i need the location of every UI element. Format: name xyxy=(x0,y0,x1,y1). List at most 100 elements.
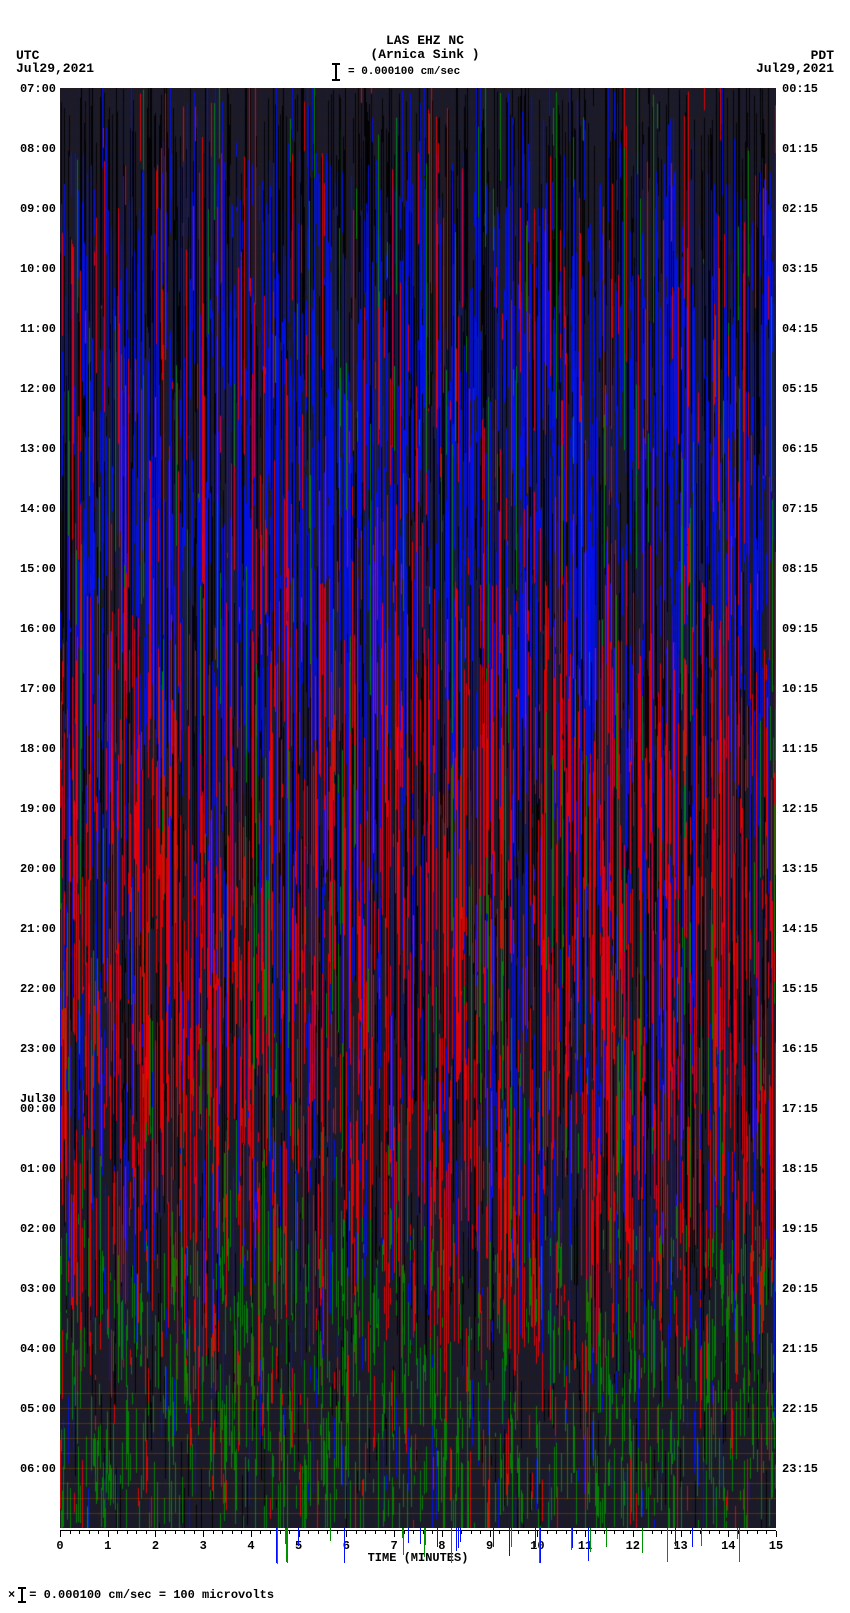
x-minor-tick xyxy=(289,1531,290,1534)
x-minor-tick xyxy=(146,1531,147,1534)
x-tick-label: 12 xyxy=(626,1539,640,1553)
x-minor-tick xyxy=(690,1531,691,1534)
x-minor-tick xyxy=(757,1531,758,1534)
x-tick xyxy=(251,1531,252,1537)
utc-time-label: 02:00 xyxy=(20,1222,56,1236)
x-tick-label: 7 xyxy=(391,1539,398,1553)
x-tick-label: 10 xyxy=(530,1539,544,1553)
chart-header: UTC Jul29,2021 LAS EHZ NC (Arnica Sink )… xyxy=(0,0,850,80)
pdt-time-label: 12:15 xyxy=(782,802,818,816)
x-tick xyxy=(108,1531,109,1537)
utc-time-label: 00:00 xyxy=(20,1102,56,1116)
x-tick-label: 14 xyxy=(721,1539,735,1553)
overflow-spike xyxy=(642,1528,643,1553)
footer-scale-text: = 0.000100 cm/sec = 100 microvolts xyxy=(29,1588,274,1602)
utc-time-label: 16:00 xyxy=(20,622,56,636)
x-minor-tick xyxy=(222,1531,223,1534)
x-minor-tick xyxy=(79,1531,80,1534)
x-minor-tick xyxy=(260,1531,261,1534)
station-code: LAS EHZ NC xyxy=(386,33,464,48)
pdt-time-label: 20:15 xyxy=(782,1282,818,1296)
overflow-spike xyxy=(739,1528,740,1562)
pdt-time-label: 19:15 xyxy=(782,1222,818,1236)
pdt-time-label: 07:15 xyxy=(782,502,818,516)
pdt-time-label: 22:15 xyxy=(782,1402,818,1416)
utc-time-label: 14:00 xyxy=(20,502,56,516)
x-minor-tick xyxy=(337,1531,338,1534)
overflow-spike xyxy=(571,1528,572,1550)
overflow-spike xyxy=(298,1528,299,1546)
footer-prefix: × xyxy=(8,1588,15,1602)
x-minor-tick xyxy=(127,1531,128,1534)
pdt-time-label: 11:15 xyxy=(782,742,818,756)
x-minor-tick xyxy=(375,1531,376,1534)
x-tick xyxy=(728,1531,729,1537)
overflow-spike xyxy=(667,1528,668,1562)
pdt-time-label: 06:15 xyxy=(782,442,818,456)
x-minor-tick xyxy=(499,1531,500,1534)
x-minor-tick xyxy=(241,1531,242,1534)
x-tick-label: 3 xyxy=(200,1539,207,1553)
x-minor-tick xyxy=(175,1531,176,1534)
x-tick-label: 1 xyxy=(104,1539,111,1553)
overflow-spike xyxy=(451,1528,452,1563)
footer-scale: × = 0.000100 cm/sec = 100 microvolts xyxy=(8,1587,274,1603)
pdt-time-label: 02:15 xyxy=(782,202,818,216)
pdt-time-label: 14:15 xyxy=(782,922,818,936)
x-tick xyxy=(442,1531,443,1537)
utc-time-label: 21:00 xyxy=(20,922,56,936)
overflow-spike xyxy=(675,1528,676,1546)
x-tick-label: 2 xyxy=(152,1539,159,1553)
utc-time-label: 07:00 xyxy=(20,82,56,96)
overflow-spike xyxy=(590,1528,591,1552)
utc-time-label: 08:00 xyxy=(20,142,56,156)
footer-scale-bar-icon xyxy=(21,1587,23,1603)
x-tick xyxy=(490,1531,491,1537)
x-tick xyxy=(60,1531,61,1537)
pdt-time-label: 21:15 xyxy=(782,1342,818,1356)
x-minor-tick xyxy=(413,1531,414,1534)
x-tick xyxy=(203,1531,204,1537)
x-tick-label: 4 xyxy=(247,1539,254,1553)
pdt-time-label: 03:15 xyxy=(782,262,818,276)
utc-time-label: 18:00 xyxy=(20,742,56,756)
x-minor-tick xyxy=(766,1531,767,1534)
x-tick xyxy=(394,1531,395,1537)
utc-time-label: 03:00 xyxy=(20,1282,56,1296)
x-minor-tick xyxy=(528,1531,529,1534)
utc-time-label: 01:00 xyxy=(20,1162,56,1176)
x-minor-tick xyxy=(556,1531,557,1534)
x-minor-tick xyxy=(165,1531,166,1534)
x-minor-tick xyxy=(98,1531,99,1534)
overflow-spike xyxy=(424,1528,425,1557)
x-minor-tick xyxy=(547,1531,548,1534)
pdt-time-label: 13:15 xyxy=(782,862,818,876)
x-minor-tick xyxy=(89,1531,90,1534)
overflow-spike xyxy=(588,1528,589,1561)
x-minor-tick xyxy=(566,1531,567,1534)
overflow-spike xyxy=(408,1528,409,1543)
overflow-spike xyxy=(420,1528,421,1544)
x-minor-tick xyxy=(623,1531,624,1534)
overflow-spike xyxy=(511,1528,512,1547)
x-tick xyxy=(346,1531,347,1537)
x-minor-tick xyxy=(280,1531,281,1534)
overflow-spike xyxy=(460,1528,461,1542)
pdt-time-label: 17:15 xyxy=(782,1102,818,1116)
x-tick xyxy=(776,1531,777,1537)
x-minor-tick xyxy=(709,1531,710,1534)
station-location: (Arnica Sink ) xyxy=(370,47,479,62)
x-minor-tick xyxy=(194,1531,195,1534)
overflow-spike xyxy=(286,1528,287,1562)
x-minor-tick xyxy=(652,1531,653,1534)
overflow-spike xyxy=(437,1528,438,1547)
utc-time-label: 20:00 xyxy=(20,862,56,876)
right-date: Jul29,2021 xyxy=(756,61,834,76)
pdt-time-label: 01:15 xyxy=(782,142,818,156)
overflow-spike xyxy=(540,1528,541,1563)
x-minor-tick xyxy=(461,1531,462,1534)
x-tick-label: 5 xyxy=(295,1539,302,1553)
x-minor-tick xyxy=(308,1531,309,1534)
x-minor-tick xyxy=(318,1531,319,1534)
utc-time-label: 11:00 xyxy=(20,322,56,336)
